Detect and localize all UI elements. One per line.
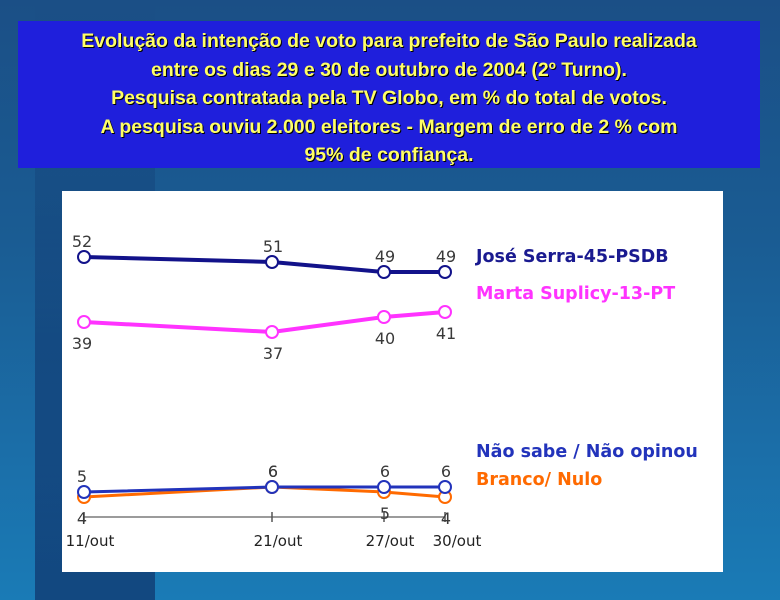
- title-line-2: entre os dias 29 e 30 de outubro de 2004…: [151, 58, 627, 81]
- x-tick-label: 27/out: [366, 532, 415, 550]
- data-point: [377, 480, 391, 494]
- data-label: 49: [375, 247, 395, 266]
- data-point: [377, 265, 391, 279]
- series-line: [83, 310, 446, 334]
- data-point: [377, 310, 391, 324]
- title-line-5: 95% de confiança.: [304, 144, 474, 166]
- data-label: 4: [441, 509, 451, 528]
- data-label: 6: [268, 462, 278, 481]
- title-line-1: Evolução da intenção de voto para prefei…: [81, 30, 697, 52]
- series-line: [83, 485, 446, 499]
- data-point: [77, 250, 91, 264]
- title-line-4: A pesquisa ouviu 2.000 eleitores - Marge…: [100, 115, 678, 138]
- data-label: 39: [72, 334, 92, 353]
- title-line-3: Pesquisa contratada pela TV Globo, em % …: [111, 87, 667, 109]
- data-point: [77, 315, 91, 329]
- data-label: 37: [263, 344, 283, 363]
- data-label: 49: [436, 247, 456, 266]
- legend-entry: Marta Suplicy-13-PT: [476, 284, 675, 304]
- series-line: [83, 255, 445, 274]
- title-box: Evolução da intenção de voto para prefei…: [18, 21, 760, 168]
- data-point: [438, 265, 452, 279]
- data-label: 52: [72, 232, 92, 251]
- legend-entry: Não sabe / Não opinou: [476, 442, 698, 462]
- data-label: 40: [375, 329, 395, 348]
- x-tick-label: 11/out: [66, 532, 115, 550]
- data-point: [77, 485, 91, 499]
- data-point: [265, 255, 279, 269]
- data-label: 6: [380, 462, 390, 481]
- legend-entry: José Serra-45-PSDB: [475, 247, 669, 267]
- data-label: 6: [441, 462, 451, 481]
- data-label: 4: [77, 509, 87, 528]
- data-point: [438, 480, 452, 494]
- x-tick-label: 21/out: [254, 532, 303, 550]
- data-label: 6: [268, 462, 278, 481]
- data-point: [438, 305, 452, 319]
- data-label: 41: [436, 324, 456, 343]
- chart-panel: 11/out 21/out 27/out 30/out 4 6 5 4 5 6 6 6 39 37 40 41…: [62, 191, 723, 572]
- series-line: [83, 485, 445, 494]
- data-label: 51: [263, 237, 283, 256]
- legend-entry: Branco/ Nulo: [476, 470, 602, 490]
- x-tick-label: 30/out: [433, 532, 482, 550]
- data-label: 5: [77, 467, 87, 486]
- data-point: [265, 325, 279, 339]
- data-point: [265, 480, 279, 494]
- data-label: 5: [380, 504, 390, 523]
